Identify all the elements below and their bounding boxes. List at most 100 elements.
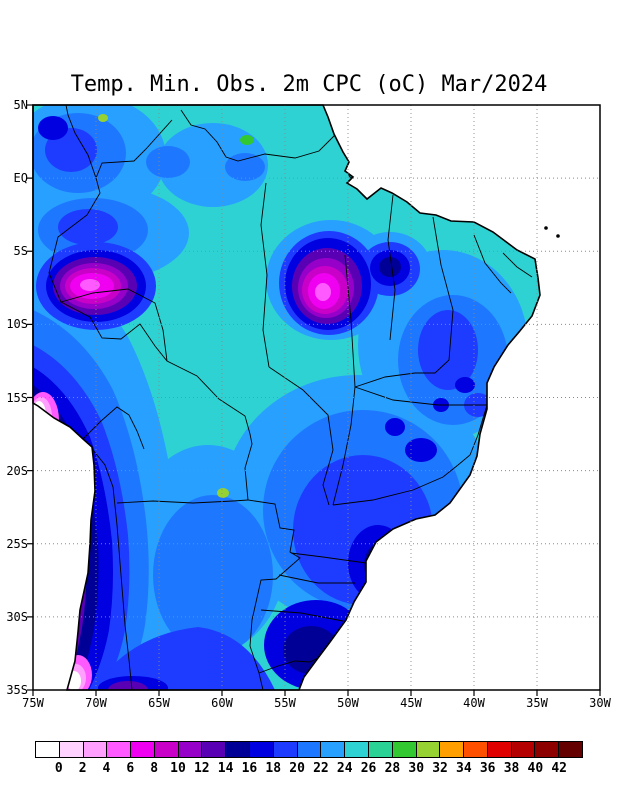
map-frame	[32, 104, 601, 691]
lon-label-30W: 30W	[589, 696, 611, 710]
colorbar-cell-9	[250, 741, 274, 758]
blob	[405, 438, 437, 462]
blob	[108, 681, 148, 690]
state-border	[387, 194, 396, 341]
colorbar-tick-4: 4	[102, 761, 111, 776]
blob	[379, 257, 401, 277]
colorbar-cell-10	[273, 741, 298, 758]
axis-ticks	[27, 104, 601, 696]
colorbar-tick-30: 30	[408, 761, 425, 776]
offshore-island-dot	[544, 226, 548, 230]
colorbar-cell-21	[535, 741, 560, 758]
colorbar-tick-40: 40	[527, 761, 544, 776]
colorbar-tick-2: 2	[78, 761, 87, 776]
warm-spot	[240, 135, 254, 145]
lon-label-40W: 40W	[463, 696, 485, 710]
border-brazil-uruguay	[258, 657, 319, 674]
colorbar-tick-36: 36	[479, 761, 496, 776]
border-peru-bolivia	[82, 406, 145, 450]
colorbar-tick-28: 28	[384, 761, 401, 776]
colorbar-tick-26: 26	[360, 761, 377, 776]
warm-spot	[217, 488, 229, 498]
blob	[418, 310, 478, 390]
state-border	[344, 254, 356, 388]
colorbar-cell-19	[487, 741, 512, 758]
temperature-fill-layers	[33, 105, 540, 690]
colorbar	[35, 741, 583, 758]
lon-label-35W: 35W	[526, 696, 548, 710]
map-canvas	[27, 104, 601, 696]
blob	[158, 123, 268, 207]
colorbar-cell-18	[464, 741, 488, 758]
state-border	[354, 359, 450, 388]
lat-label-EQ: EQ	[13, 171, 28, 186]
lat-label-35S: 35S	[6, 683, 28, 697]
colorbar-tick-20: 20	[289, 761, 305, 776]
graticule	[33, 105, 600, 690]
blob	[146, 146, 190, 178]
lat-label-30S: 30S	[6, 609, 28, 624]
blob	[80, 279, 100, 291]
colorbar-tick-34: 34	[456, 761, 472, 776]
blob	[315, 283, 331, 301]
colorbar-tick-22: 22	[313, 761, 329, 776]
colorbar-cell-5	[154, 741, 179, 758]
state-border	[290, 552, 367, 564]
colorbar-tick-18: 18	[265, 761, 282, 776]
colorbar-tick-38: 38	[503, 761, 520, 776]
blob	[58, 209, 118, 245]
country-state-borders	[48, 105, 533, 690]
colorbar-tick-8: 8	[150, 761, 159, 776]
colorbar-tick-14: 14	[217, 761, 234, 776]
lat-label-5N: 5N	[13, 98, 28, 112]
colorbar-cell-4	[131, 741, 155, 758]
colorbar-tick-0: 0	[54, 761, 63, 776]
blob	[225, 153, 265, 181]
lon-label-75W: 75W	[22, 696, 44, 710]
state-border	[473, 234, 512, 294]
colorbar-cell-17	[440, 741, 465, 758]
lon-label-70W: 70W	[85, 696, 107, 710]
lat-label-5S: 5S	[13, 244, 28, 259]
colorbar-tick-42: 42	[551, 761, 567, 776]
colorbar-tick-32: 32	[432, 761, 448, 776]
warm-spots	[98, 114, 254, 498]
state-border	[60, 288, 168, 362]
state-border	[332, 464, 459, 506]
colorbar-cell-8	[226, 741, 251, 758]
state-border	[332, 386, 356, 506]
lon-label-55W: 55W	[274, 696, 296, 710]
warm-spot	[98, 114, 108, 122]
colorbar-cell-15	[392, 741, 417, 758]
colorbar-cell-3	[107, 741, 132, 758]
map-area	[27, 104, 601, 696]
state-border	[260, 609, 344, 622]
international-border-north	[180, 109, 336, 162]
lon-label-60W: 60W	[211, 696, 233, 710]
border-chile-argentina	[92, 449, 133, 690]
chart-title: Temp. Min. Obs. 2m CPC (oC) Mar/2024	[70, 72, 548, 97]
blob	[38, 116, 68, 140]
colorbar-cell-12	[321, 741, 346, 758]
lon-label-50W: 50W	[337, 696, 359, 710]
colorbar-cell-6	[178, 741, 203, 758]
blob-bottom	[93, 627, 275, 690]
lat-label-25S: 25S	[6, 536, 28, 551]
state-border	[278, 574, 355, 584]
lat-label-10S: 10S	[6, 317, 28, 332]
colorbar-cell-11	[297, 741, 322, 758]
colorbar-tick-10: 10	[170, 761, 186, 776]
colorbar-cell-1	[59, 741, 84, 758]
lat-label-15S: 15S	[6, 390, 28, 405]
blob	[385, 418, 405, 436]
colorbar-tick-24: 24	[336, 761, 353, 776]
lon-label-45W: 45W	[400, 696, 422, 710]
state-border	[502, 252, 533, 278]
state-border	[354, 386, 487, 406]
colorbar-cell-7	[202, 741, 227, 758]
blob	[455, 377, 475, 393]
colorbar-cell-20	[511, 741, 536, 758]
border-colombia-venezuela	[65, 105, 97, 179]
colorbar-cell-2	[83, 741, 108, 758]
